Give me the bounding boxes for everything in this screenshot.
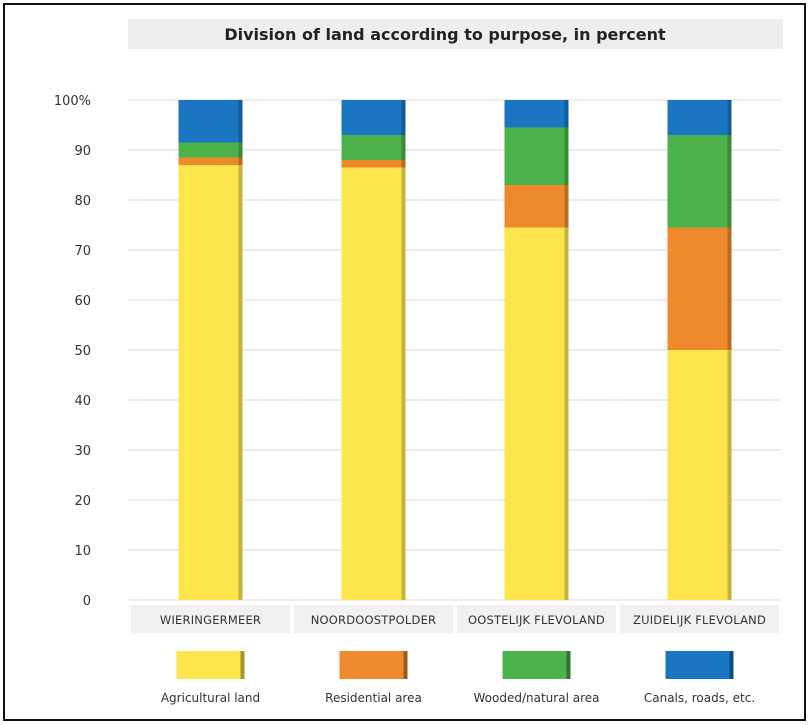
bar-shadow bbox=[727, 100, 732, 600]
legend: Agricultural land Residential area Wooded/… bbox=[161, 651, 755, 705]
y-axis-ticks: 0 10 20 30 40 50 60 70 80 90 100% bbox=[54, 94, 91, 609]
bar-segment bbox=[178, 157, 243, 165]
bar-shadow bbox=[564, 100, 569, 600]
y-tick-label: 90 bbox=[74, 144, 91, 159]
bar-segment bbox=[504, 185, 569, 228]
y-tick-label: 70 bbox=[74, 244, 91, 259]
bar-segment bbox=[341, 135, 406, 160]
legend-swatch bbox=[502, 651, 571, 679]
category-band bbox=[294, 605, 453, 633]
bar-shadow bbox=[238, 100, 243, 600]
category-label: NOORDOOSTPOLDER bbox=[311, 613, 437, 627]
bar-segment bbox=[341, 167, 406, 600]
bar-segment bbox=[341, 100, 406, 135]
bar-segment bbox=[178, 100, 243, 143]
legend-swatch-shadow bbox=[403, 651, 408, 679]
stacked-bar-chart: Division of land according to purpose, i… bbox=[54, 19, 783, 705]
legend-swatch bbox=[665, 651, 734, 679]
legend-label: Wooded/natural area bbox=[474, 691, 600, 705]
legend-swatch bbox=[176, 651, 245, 679]
bar-segment bbox=[667, 100, 732, 135]
bar-segment bbox=[178, 165, 243, 600]
category-label: OOSTELIJK FLEVOLAND bbox=[468, 613, 605, 627]
bar-segment bbox=[667, 135, 732, 228]
bar-segment bbox=[341, 160, 406, 168]
category-band bbox=[620, 605, 779, 633]
chart-frame: Division of land according to purpose, i… bbox=[3, 3, 806, 721]
y-tick-label: 10 bbox=[74, 544, 91, 559]
y-tick-label: 20 bbox=[74, 494, 91, 509]
category-labels: WIERINGERMEER NOORDOOSTPOLDER OOSTELIJK FL… bbox=[131, 605, 779, 633]
chart-title: Division of land according to purpose, i… bbox=[224, 25, 666, 44]
legend-swatch-shadow bbox=[240, 651, 245, 679]
legend-label: Residential area bbox=[325, 691, 422, 705]
y-tick-label: 40 bbox=[74, 394, 91, 409]
legend-label: Agricultural land bbox=[161, 691, 260, 705]
bar-segment bbox=[667, 227, 732, 350]
legend-label: Canals, roads, etc. bbox=[644, 691, 755, 705]
y-tick-label: 100% bbox=[54, 94, 91, 109]
y-tick-label: 60 bbox=[74, 294, 91, 309]
bar-segment bbox=[504, 127, 569, 185]
bar-segment bbox=[504, 227, 569, 600]
y-tick-label: 50 bbox=[74, 344, 91, 359]
bar-shadow bbox=[401, 100, 406, 600]
category-label: ZUIDELIJK FLEVOLAND bbox=[633, 613, 766, 627]
category-band bbox=[131, 605, 290, 633]
y-tick-label: 80 bbox=[74, 194, 91, 209]
legend-swatch-shadow bbox=[566, 651, 571, 679]
y-tick-label: 0 bbox=[83, 594, 91, 609]
legend-swatch-shadow bbox=[729, 651, 734, 679]
category-band bbox=[457, 605, 616, 633]
title-band bbox=[128, 19, 783, 49]
category-label: WIERINGERMEER bbox=[160, 613, 261, 627]
legend-swatch bbox=[339, 651, 408, 679]
bar-segment bbox=[178, 142, 243, 158]
bars bbox=[178, 100, 732, 600]
bar-segment bbox=[667, 350, 732, 600]
y-tick-label: 30 bbox=[74, 444, 91, 459]
bar-segment bbox=[504, 100, 569, 128]
